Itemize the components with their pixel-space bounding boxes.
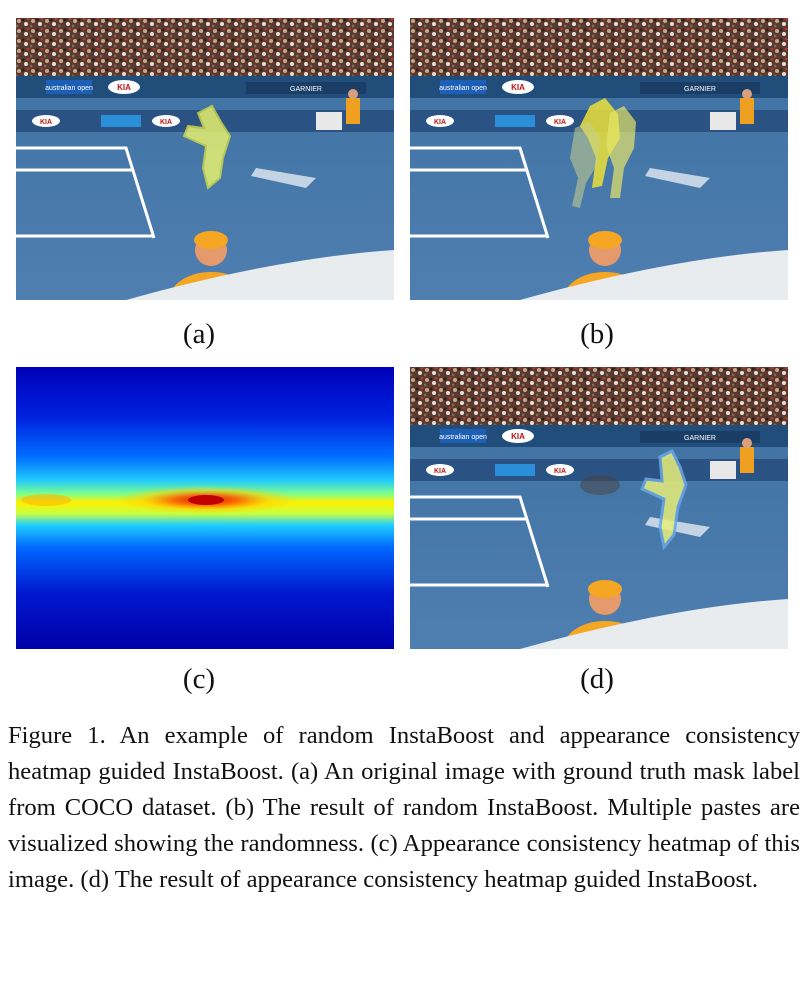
panel-b-label: (b) xyxy=(580,318,614,350)
panel-b-image xyxy=(410,18,788,300)
panel-d-label: (d) xyxy=(580,663,614,695)
panel-c-label: (c) xyxy=(182,663,216,695)
panel-a-label: (a) xyxy=(182,318,216,350)
panel-d-image xyxy=(410,367,788,649)
figure-caption: Figure 1. An example of random InstaBoos… xyxy=(8,722,800,893)
panel-a-image xyxy=(16,18,394,300)
panel-c-heatmap xyxy=(16,367,394,649)
